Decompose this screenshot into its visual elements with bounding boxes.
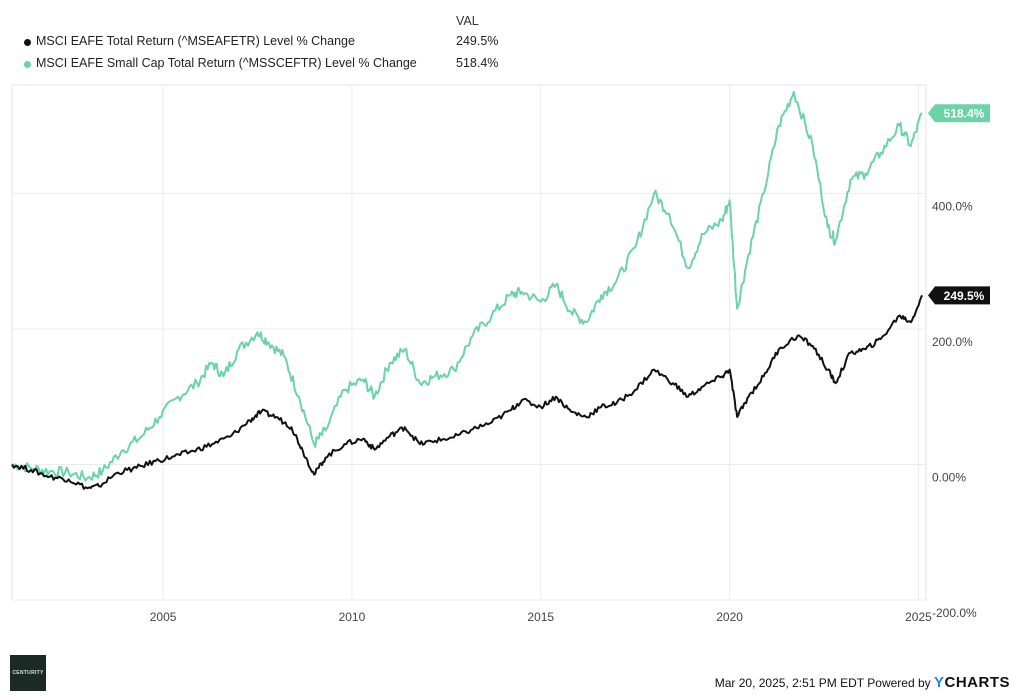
y-tick-label: 400.0% xyxy=(932,199,973,213)
series-line xyxy=(11,90,923,482)
series-dot-icon xyxy=(24,39,31,46)
legend-value: 249.5% xyxy=(456,34,499,48)
legend-label: MSCI EAFE Total Return (^MSEAFETR) Level… xyxy=(36,34,355,48)
y-tick-label: -200.0% xyxy=(932,606,977,620)
powered-by: Powered by xyxy=(867,676,931,690)
y-tick-label: 200.0% xyxy=(932,335,973,349)
end-value-label: 249.5% xyxy=(944,289,985,303)
end-value-label: 518.4% xyxy=(944,107,985,121)
legend-label: MSCI EAFE Small Cap Total Return (^MSSCE… xyxy=(36,56,417,70)
footer: Mar 20, 2025, 2:51 PM EDT Powered by YCH… xyxy=(715,674,1010,691)
end-value-badge xyxy=(928,286,990,305)
x-tick-label: 2015 xyxy=(527,610,554,624)
legend-item-eafe[interactable]: MSCI EAFE Total Return (^MSEAFETR) Level… xyxy=(20,34,540,52)
x-tick-label: 2025 xyxy=(905,610,932,624)
ycharts-logo[interactable]: YCHARTS xyxy=(934,674,1010,691)
x-tick-label: 2020 xyxy=(716,610,743,624)
series-dot-icon xyxy=(24,61,31,68)
y-tick-label: 0.00% xyxy=(932,470,966,484)
legend-item-small-cap[interactable]: MSCI EAFE Small Cap Total Return (^MSSCE… xyxy=(20,56,540,74)
timestamp: Mar 20, 2025, 2:51 PM EDT xyxy=(714,676,864,690)
end-value-badge xyxy=(928,104,990,123)
x-tick-label: 2005 xyxy=(150,610,177,624)
x-tick-label: 2010 xyxy=(339,610,366,624)
brand-y: Y xyxy=(933,674,945,691)
brand-rest: CHARTS xyxy=(944,674,1010,691)
legend-value-header: VAL xyxy=(456,14,479,28)
logo: CENTURITY xyxy=(10,655,46,691)
series-line xyxy=(11,294,924,490)
legend-value: 518.4% xyxy=(456,56,499,70)
logo-text: CENTURITY xyxy=(12,670,44,676)
